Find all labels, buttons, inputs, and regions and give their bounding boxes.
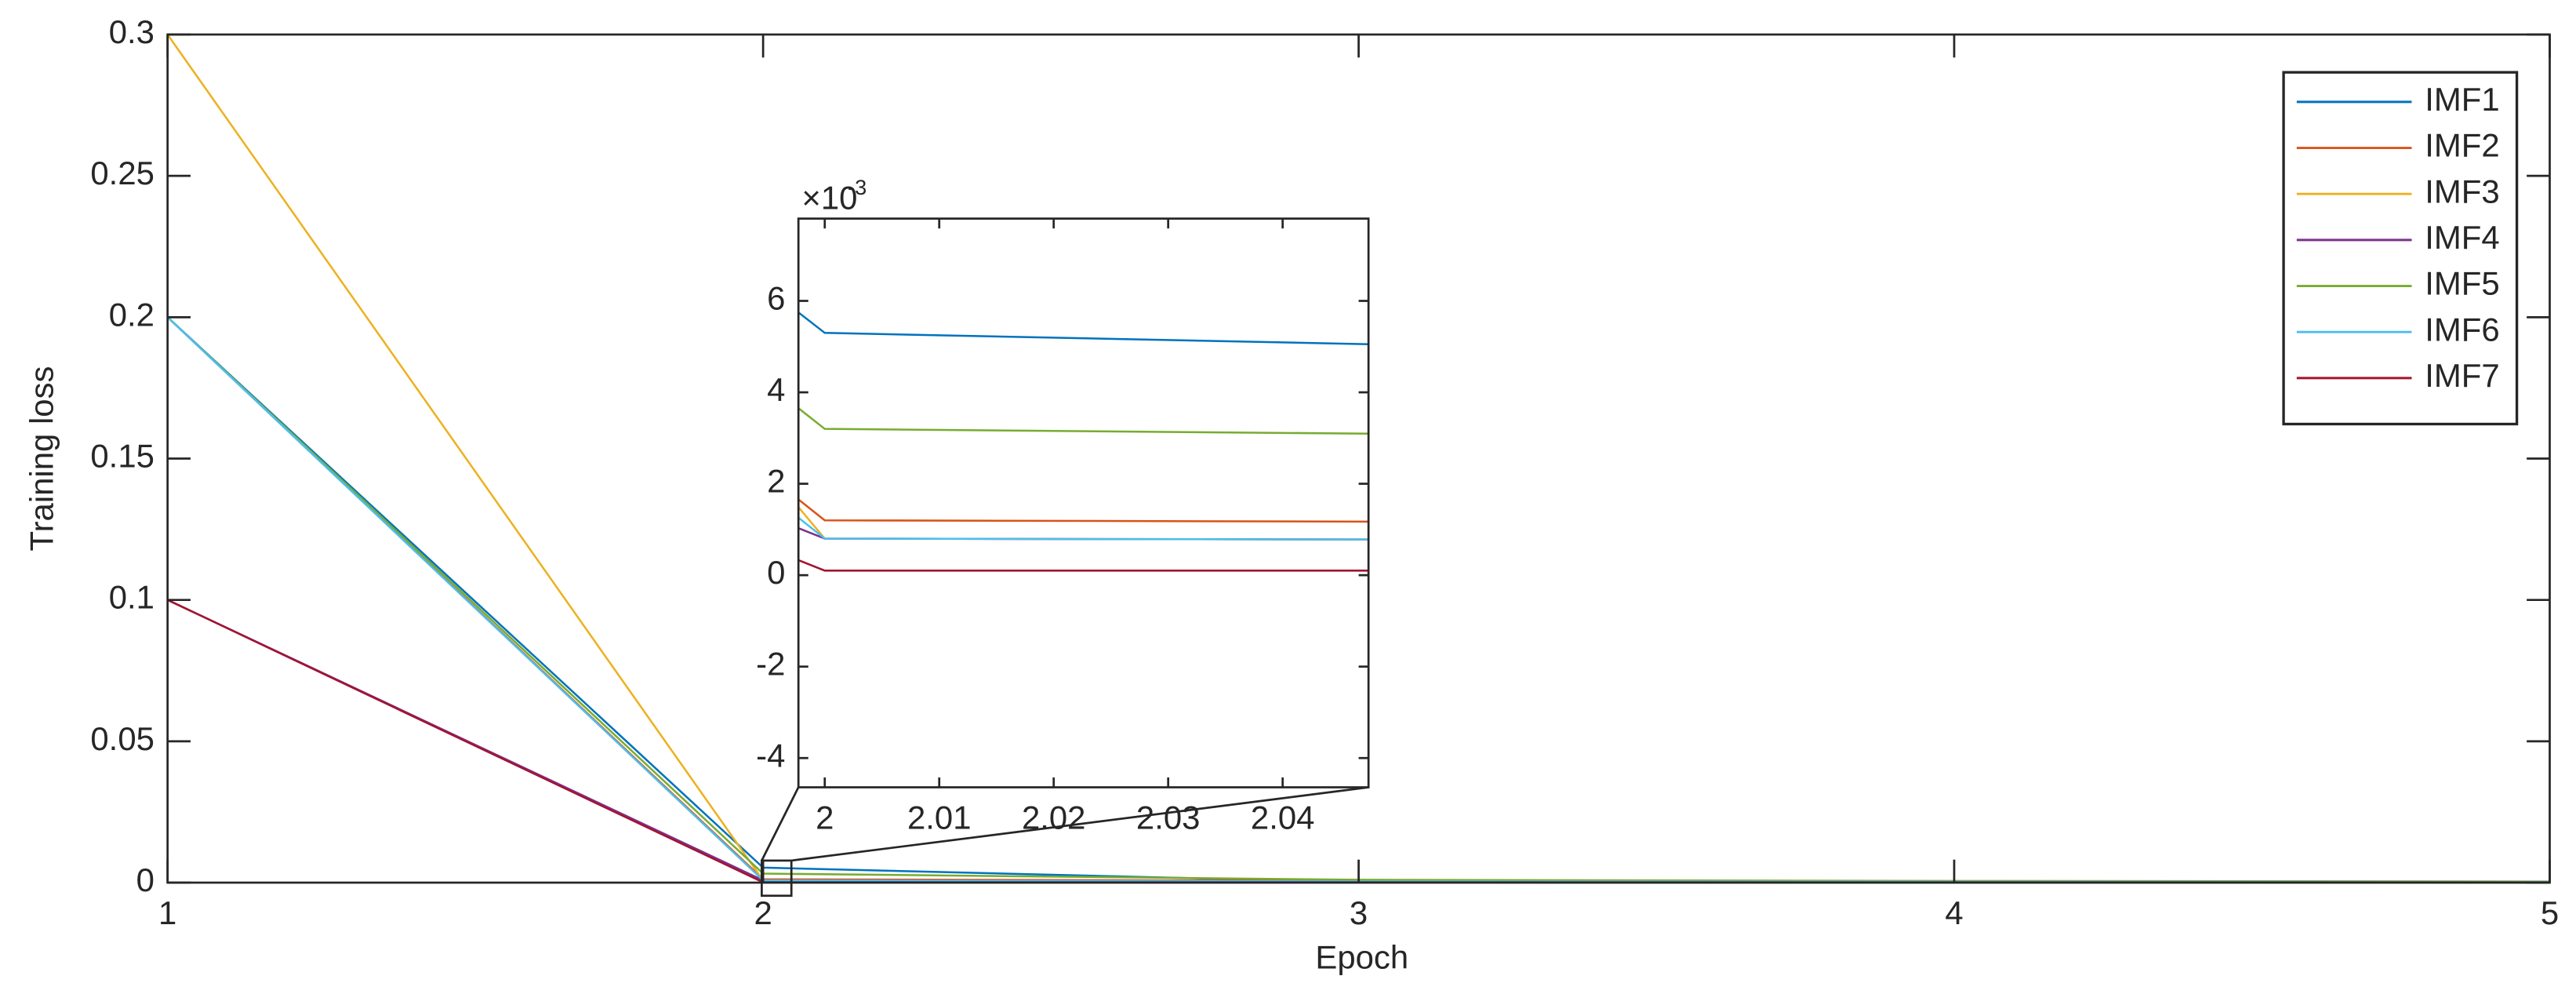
legend-label: IMF6 [2425,311,2499,348]
y-tick-label: 0.2 [109,296,154,333]
legend-box [2282,71,2519,426]
plot-area [798,218,1369,788]
legend-label: IMF2 [2425,127,2499,164]
x-tick-label: 5 [2541,894,2559,931]
y-tick-label: 6 [767,280,785,317]
x-tick-label: 2 [754,894,772,931]
axes-box [797,217,1370,788]
x-tick-label: 3 [1350,894,1368,931]
axis-exponent-power: -3 [848,175,867,199]
y-tick-label: 0.05 [90,720,154,757]
legend-label: IMF5 [2425,265,2499,302]
x-axis-label: Epoch [1315,939,1408,976]
zoom-connector [791,786,1369,862]
axis-exponent: ×10 [801,180,857,217]
legend-label: IMF7 [2425,357,2499,394]
x-tick-label: 2.01 [907,799,972,836]
x-tick-label: 2.03 [1136,799,1201,836]
y-tick-label: -4 [756,737,785,774]
legend-label: IMF1 [2425,81,2499,118]
y-tick-label: 0.15 [90,438,154,475]
zoom-box [761,859,793,898]
y-tick-label: 4 [767,371,785,408]
x-tick-label: 2.02 [1022,799,1086,836]
legend-label: IMF3 [2425,173,2499,209]
x-tick-label: 4 [1945,894,1963,931]
y-tick-label: 0.3 [109,13,154,50]
y-tick-label: 0.25 [90,155,154,191]
y-tick-label: -2 [756,646,785,683]
y-tick-label: 2 [767,463,785,500]
x-tick-label: 2.04 [1251,799,1315,836]
y-axis-label: Training loss [24,366,60,552]
x-tick-label: 2 [816,799,834,836]
y-tick-label: 0 [136,861,154,898]
y-tick-label: 0.1 [109,579,154,616]
zoom-connector [761,786,800,861]
y-tick-label: 0 [767,554,785,591]
x-tick-label: 1 [158,894,176,931]
legend-label: IMF4 [2425,219,2499,256]
